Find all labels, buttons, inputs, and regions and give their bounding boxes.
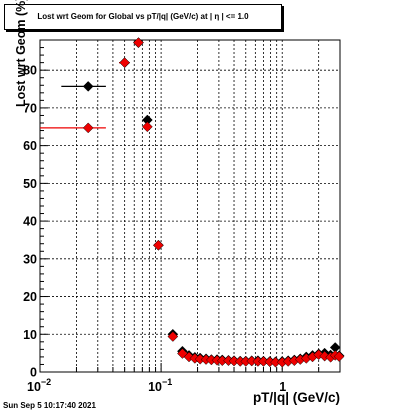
x-tick-label: 1 [279, 380, 286, 394]
y-tick-label: 20 [23, 290, 37, 304]
data-point [333, 351, 345, 362]
y-tick-label: 10 [23, 328, 37, 342]
data-point [82, 81, 94, 92]
y-tick-label: 70 [23, 101, 37, 115]
x-tick-label: 10−2 [27, 377, 51, 394]
x-tick-label-base: 10 [148, 380, 162, 394]
chart-title: Lost wrt Geom for Global vs pT/|q| (GeV/… [4, 4, 282, 30]
y-tick-label: 80 [23, 64, 37, 78]
x-tick-label: 10−1 [148, 377, 172, 394]
y-tick-label: 30 [23, 252, 37, 266]
data-point [319, 350, 330, 362]
data-point [133, 37, 144, 48]
datestamp: Sun Sep 5 10:17:40 2021 [3, 401, 96, 410]
x-tick-label-exponent: −1 [162, 377, 172, 387]
data-markers [40, 37, 345, 368]
y-tick-label: 0 [30, 366, 37, 380]
data-point [183, 351, 195, 363]
plot-frame [39, 39, 341, 373]
x-tick-label-base: 10 [27, 380, 41, 394]
data-point [167, 331, 179, 342]
data-point [153, 239, 164, 251]
x-tick-label-exponent: −2 [41, 377, 51, 387]
x-axis-label: pT/|q| (GeV/c) [252, 390, 340, 405]
grid-lines [40, 40, 340, 372]
data-point [82, 122, 94, 134]
data-point [142, 121, 153, 133]
y-tick-label: 50 [23, 177, 37, 191]
x-tick-label-base: 1 [279, 380, 286, 394]
y-tick-label: 60 [23, 139, 37, 153]
y-tick-label: 40 [23, 215, 37, 229]
data-point [119, 57, 131, 68]
y-axis-label: Lost wrt Geom (%) [14, 0, 28, 107]
